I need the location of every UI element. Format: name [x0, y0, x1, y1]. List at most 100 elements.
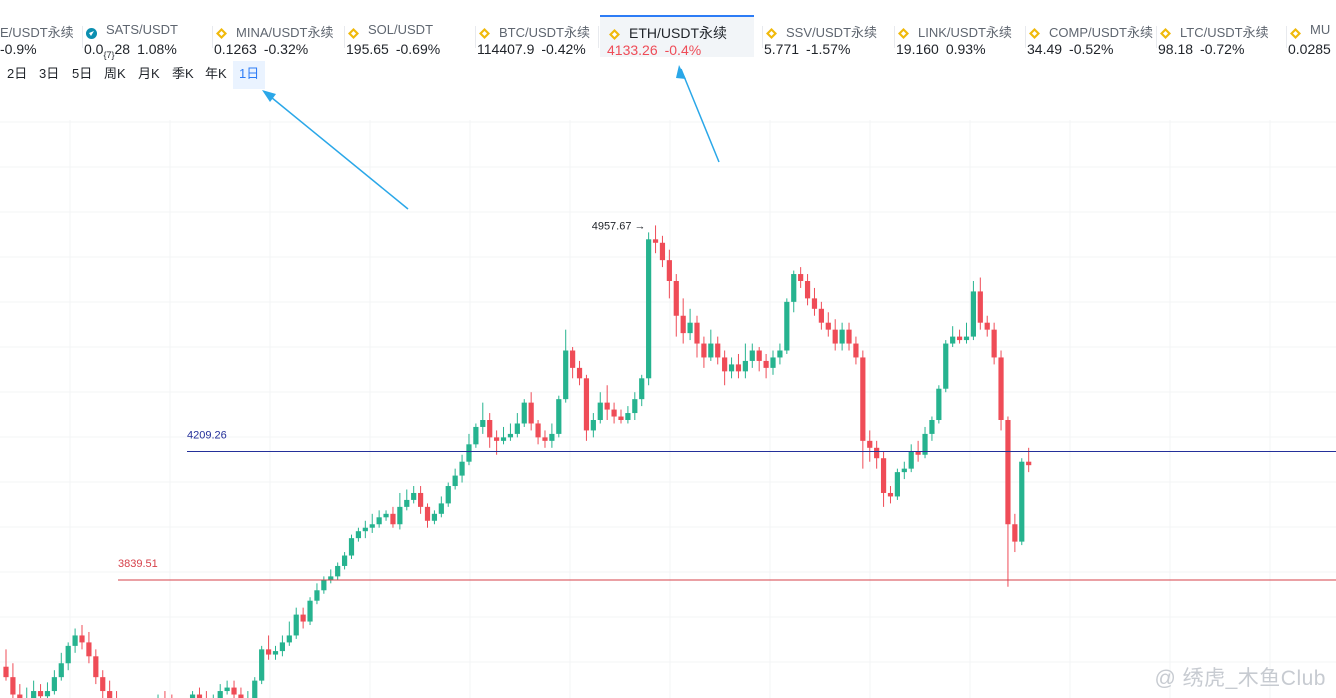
candle	[314, 583, 320, 605]
candle	[590, 413, 596, 438]
candle-body	[65, 645, 71, 664]
candle-body	[459, 461, 465, 476]
candle	[397, 492, 403, 530]
candle	[542, 430, 548, 448]
candle-body	[639, 378, 645, 400]
candle-body	[915, 451, 921, 455]
candle	[348, 534, 355, 559]
ticker-name: MU	[1310, 22, 1331, 37]
level-red-label: 3839.51	[118, 558, 158, 570]
ticker-2[interactable]: MINA/USDT永续 0.1263 -0.32%	[214, 16, 334, 58]
period-tab-5[interactable]: 季K	[172, 66, 194, 81]
candle	[687, 308, 693, 341]
candle-body	[390, 513, 396, 525]
ticker-1[interactable]: SATS/USDT 0.0{7}28 1.08%	[84, 16, 202, 60]
ticker-3[interactable]: SOL/USDT 195.65 -0.69%	[346, 16, 464, 58]
period-tab-1[interactable]: 3日	[39, 66, 60, 81]
ticker-separator	[1025, 26, 1026, 48]
candle-body	[507, 433, 514, 438]
ticker-10[interactable]: MU 0.0285	[1288, 16, 1336, 58]
period-tab-7[interactable]: 1日	[233, 61, 266, 89]
ticker-separator	[82, 26, 83, 48]
candle-body	[984, 322, 990, 330]
candle	[473, 423, 479, 448]
candle	[487, 413, 493, 448]
period-tab-3[interactable]: 周K	[104, 66, 126, 81]
ticker-price-line: 195.65 -0.69%	[346, 41, 440, 57]
candle	[611, 402, 617, 424]
ticker-bar: E/USDT永续 -0.9% SATS/USDT 0.0{7}28 1.08% MINA/…	[0, 0, 1336, 62]
candle	[300, 607, 306, 629]
ticker-7[interactable]: LINK/USDT永续 19.160 0.93%	[896, 16, 1014, 58]
ticker-separator	[894, 26, 895, 48]
candle-body	[1005, 420, 1011, 525]
period-tab-6[interactable]: 年K	[205, 66, 227, 81]
ticker-0[interactable]: E/USDT永续 -0.9%	[0, 16, 74, 58]
candle	[887, 486, 894, 504]
candle	[79, 625, 85, 650]
candle-body	[535, 423, 541, 438]
candle-body	[963, 336, 970, 341]
candle-body	[279, 642, 285, 652]
candle-body	[238, 694, 244, 698]
candle-body	[887, 492, 894, 497]
candle-body	[328, 576, 334, 580]
candle	[804, 274, 811, 306]
ticker-price-line: 0.0{7}28 1.08%	[84, 41, 177, 60]
period-tab-2[interactable]: 5日	[72, 66, 93, 81]
candle-body	[977, 291, 983, 323]
binance-diamond-icon	[766, 26, 777, 39]
candle-body	[735, 364, 742, 372]
candle	[328, 569, 334, 584]
candle	[694, 315, 700, 358]
ticker-change: -0.42%	[541, 41, 586, 57]
candle	[26, 687, 28, 698]
watermark-text: @ 绣虎_木鱼Club	[1154, 667, 1326, 690]
candle-body	[590, 420, 596, 431]
candle-body	[936, 388, 942, 420]
chart-area[interactable]: 4209.26 3839.51 4957.67 →	[0, 90, 1336, 698]
candle	[355, 527, 362, 542]
ticker-5[interactable]: ETH/USDT永续 4133.26 -0.4%	[600, 15, 754, 58]
candle-body	[625, 413, 631, 420]
candle-body	[466, 444, 472, 462]
candle	[922, 426, 928, 459]
candle	[1019, 458, 1025, 546]
candle	[196, 687, 203, 698]
candle-body	[832, 329, 838, 344]
candle-body	[867, 440, 873, 448]
candle	[818, 301, 824, 330]
candle	[936, 385, 942, 424]
ticker-price-line: 34.49 -0.52%	[1027, 41, 1113, 57]
candle-body	[293, 614, 299, 636]
ticker-6[interactable]: SSV/USDT永续 5.771 -1.57%	[764, 16, 882, 58]
candle-body	[231, 687, 237, 695]
candle-body	[31, 691, 37, 698]
candle	[58, 652, 64, 681]
candle-body	[694, 322, 700, 344]
period-tab-0[interactable]: 2日	[7, 66, 28, 81]
candle	[763, 353, 769, 379]
candle-body	[756, 350, 762, 361]
candle-body	[259, 649, 265, 681]
candle-body	[252, 680, 258, 698]
candle-body	[618, 416, 624, 420]
candle-body	[100, 677, 106, 692]
candle	[708, 329, 714, 361]
candle-body	[956, 336, 963, 341]
candle-body	[314, 590, 320, 601]
candle-body	[777, 350, 783, 358]
ticker-4[interactable]: BTC/USDT永续 114407.9 -0.42%	[477, 16, 595, 58]
candle	[212, 694, 214, 698]
ticker-price-line: 114407.9 -0.42%	[477, 41, 586, 57]
period-tab-4[interactable]: 月K	[138, 66, 160, 81]
candlestick-chart[interactable]: 4209.26 3839.51 4957.67 →	[0, 90, 1336, 698]
ticker-8[interactable]: COMP/USDT永续 34.49 -0.52%	[1027, 16, 1153, 58]
ticker-separator	[1286, 26, 1287, 48]
candle	[756, 347, 762, 372]
candle	[784, 298, 790, 354]
candle-body	[929, 420, 935, 434]
ticker-9[interactable]: LTC/USDT永续 98.18 -0.72%	[1158, 16, 1276, 58]
candle	[205, 691, 207, 698]
candle	[742, 343, 748, 379]
